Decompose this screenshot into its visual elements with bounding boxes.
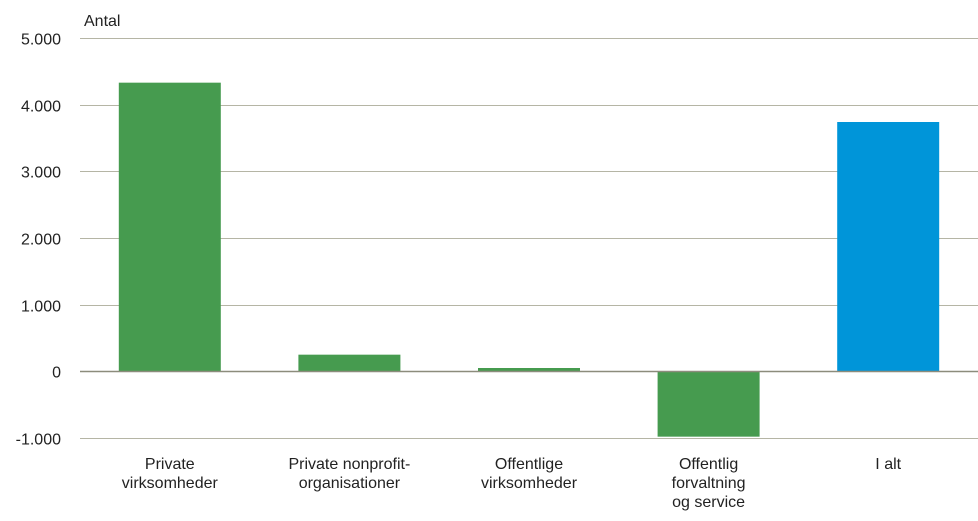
y-tick-label: -1.000 xyxy=(16,432,61,449)
x-category-label: Private virksomheder xyxy=(122,456,219,492)
y-axis-unit-label: Antal xyxy=(84,13,120,30)
bar xyxy=(837,122,939,371)
x-axis: Private virksomheder Private nonprofit-org… xyxy=(122,456,902,511)
y-axis: 5.000 4.000 3.000 2.000 1.000 0 -1.000 xyxy=(16,32,61,449)
bars xyxy=(119,83,939,437)
y-tick-label: 4.000 xyxy=(21,99,61,116)
x-category-label: Offentlig forvaltning og service xyxy=(672,456,746,511)
y-tick-label: 0 xyxy=(52,365,61,382)
y-tick-label: 3.000 xyxy=(21,165,61,182)
bar xyxy=(658,371,760,436)
x-category-label: I alt xyxy=(875,456,901,473)
bar xyxy=(298,355,400,372)
y-tick-label: 1.000 xyxy=(21,299,61,316)
bar xyxy=(119,83,221,372)
y-tick-label: 5.000 xyxy=(21,32,61,49)
x-category-label: Private nonprofit-organisationer xyxy=(288,456,410,492)
x-category-label: Offentlige virksomheder xyxy=(481,456,578,492)
y-tick-label: 2.000 xyxy=(21,232,61,249)
